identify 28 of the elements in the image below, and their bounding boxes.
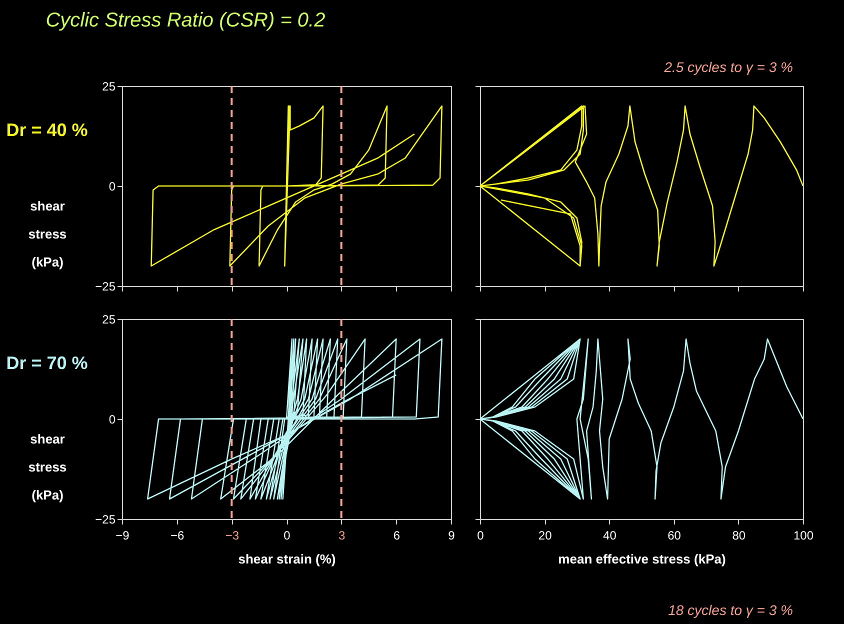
x-tick-label: 6	[393, 528, 400, 542]
y-tick-label: −25	[95, 280, 116, 294]
x-tick-label: 0	[477, 528, 484, 542]
y-tick-label: −25	[95, 512, 116, 526]
y-tick-label: 0	[108, 412, 116, 426]
x-axis-title: mean effective stress (kPa)	[558, 552, 726, 566]
x-tick-label: −6	[170, 528, 184, 542]
x-tick-label: 100	[793, 528, 814, 542]
x-tick-label: 60	[668, 528, 682, 542]
x-tick-label: −9	[116, 528, 130, 542]
y-tick-label: 25	[102, 312, 116, 326]
x-tick-label: 40	[603, 528, 617, 542]
y-tick-label: 25	[102, 80, 116, 94]
text: Dr = 70 %	[6, 353, 88, 373]
x-tick-label: 80	[732, 528, 746, 542]
y-axis-title: shear stress (kPa)	[28, 198, 67, 270]
x-tick-label: −3	[225, 528, 240, 542]
x-tick-label: 3	[338, 528, 346, 542]
text: 18 cycles to γ = 3 %	[668, 602, 793, 618]
x-tick-label: 20	[538, 528, 552, 542]
x-tick-label: 9	[448, 528, 456, 542]
y-axis-title: shear stress (kPa)	[28, 432, 67, 502]
x-tick-label: 0	[284, 528, 291, 542]
text: Dr = 40 %	[6, 120, 88, 140]
x-axis-title: shear strain (%)	[238, 552, 336, 566]
text: 2.5 cycles to γ = 3 %	[663, 59, 793, 75]
chart-title: Cyclic Stress Ratio (CSR) = 0.2	[46, 10, 326, 32]
y-tick-label: 0	[108, 180, 116, 194]
